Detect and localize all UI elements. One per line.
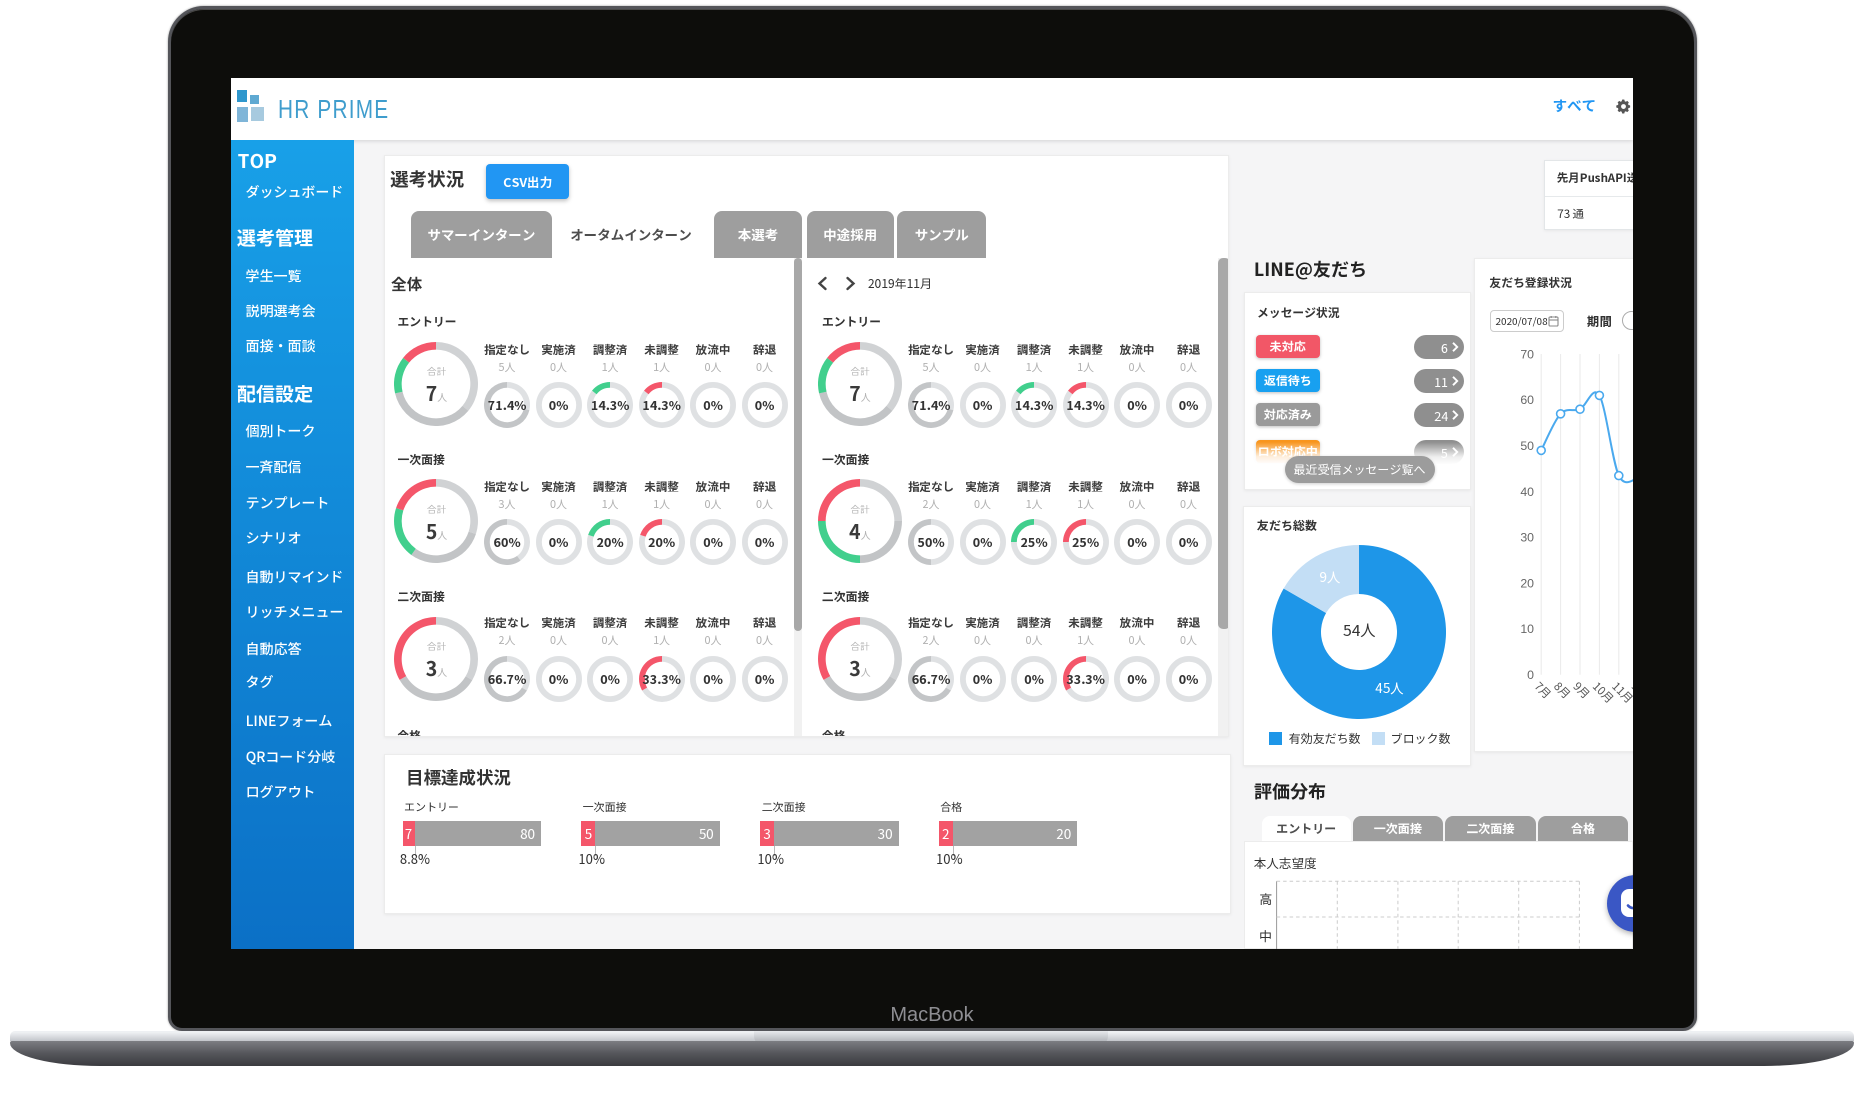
svg-text:10: 10: [1520, 622, 1534, 636]
svg-text:70: 70: [1520, 347, 1534, 361]
svg-text:50: 50: [1520, 439, 1534, 453]
svg-text:40: 40: [1520, 485, 1534, 499]
svg-text:20: 20: [1520, 576, 1534, 590]
svg-text:0: 0: [1527, 668, 1534, 682]
svg-text:30: 30: [1520, 531, 1534, 545]
svg-text:60: 60: [1520, 393, 1534, 407]
svg-text:11月: 11月: [1608, 679, 1633, 707]
